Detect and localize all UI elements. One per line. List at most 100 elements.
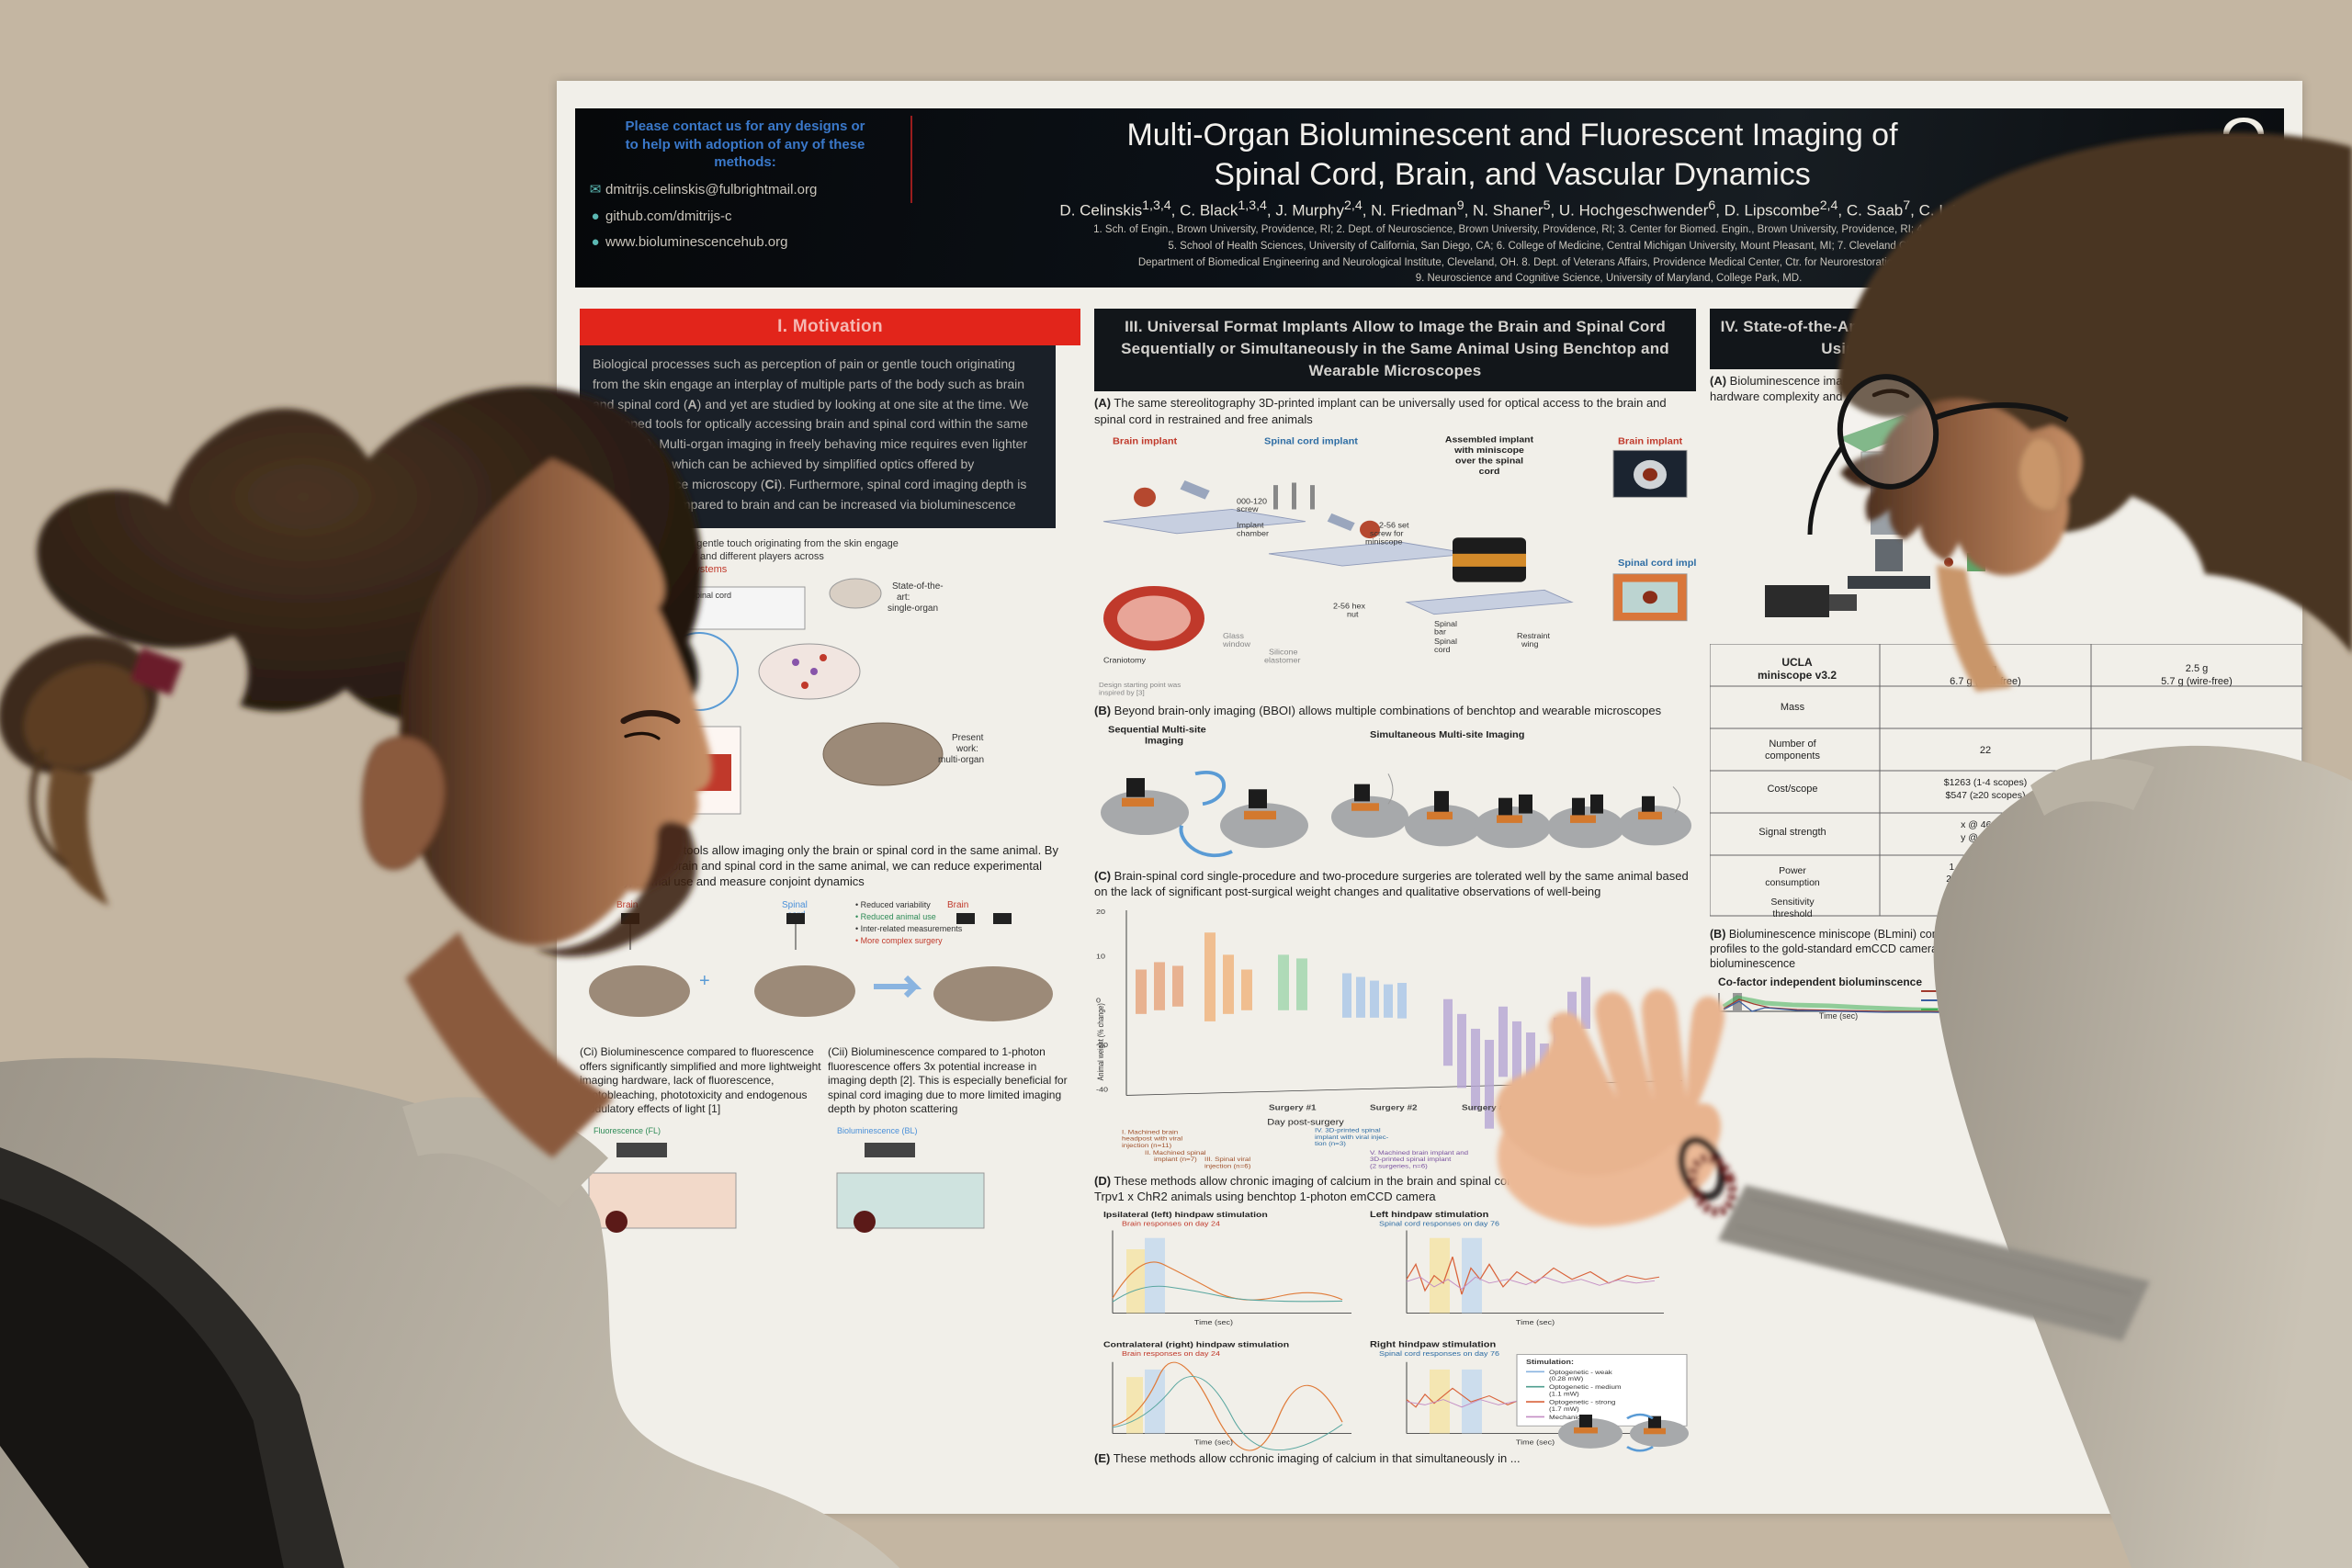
svg-text:bar: bar [1434, 627, 1446, 636]
svg-text:Skin: Skin [594, 730, 610, 739]
svg-text:22: 22 [1980, 745, 1991, 756]
svg-text:Assembled implant: Assembled implant [1445, 435, 1534, 445]
svg-text:chamber: chamber [1237, 529, 1269, 537]
svg-text:6.7 g (wire-free): 6.7 g (wire-free) [1950, 676, 2021, 687]
svg-text:Simultaneous Multi-site Imagin: Simultaneous Multi-site Imaging [1370, 729, 1524, 740]
svg-text:5.7 g (wire-free): 5.7 g (wire-free) [2161, 676, 2233, 687]
svg-text:Spinal cord: Spinal cord [690, 591, 731, 600]
svg-text:20: 20 [1096, 908, 1106, 916]
svg-text:miniscope v3.2: miniscope v3.2 [1758, 669, 1837, 682]
svg-text:x @ 460nm: x @ 460nm [1961, 819, 2010, 830]
svg-text:Sequential Multi-site: Sequential Multi-site [1108, 724, 1206, 735]
svg-text:Animal weight (% change): Animal weight (% change) [1096, 1003, 1105, 1080]
svg-text:neuro-vasculo-immune systems: neuro-vasculo-immune systems [584, 564, 728, 575]
svg-text:• Reduced animal use: • Reduced animal use [855, 912, 936, 921]
svg-text:148 mW (wire-free): 148 mW (wire-free) [2157, 874, 2236, 885]
svg-text:cord: cord [1479, 467, 1500, 476]
svg-text:Brain responses on day 24: Brain responses on day 24 [1122, 1221, 1220, 1228]
svg-text:Co-factor independent biolumin: Co-factor independent bioluminscence [1718, 976, 1922, 988]
svg-text:Brain implant: Brain implant [1113, 437, 1178, 446]
svg-text:Left hindpaw stimulation: Left hindpaw stimulation [1370, 1211, 1488, 1220]
svg-text:Brain responses on day 24: Brain responses on day 24 [1122, 1350, 1220, 1358]
svg-text:+: + [699, 971, 710, 991]
svg-text:B: B [2240, 147, 2246, 157]
svg-text:profiles to the gold-standard: profiles to the gold-standard emCCD came… [1710, 942, 1954, 955]
svg-text:Craniotomy: Craniotomy [1103, 656, 1147, 664]
svg-text:Number of: Number of [1769, 739, 1816, 750]
svg-text:wing: wing [1521, 639, 1539, 648]
svg-text:Fluorescence (FL): Fluorescence (FL) [594, 1126, 661, 1135]
svg-text:over the spinal: over the spinal [1455, 457, 1523, 466]
svg-text:Spinal cord responses on day 7: Spinal cord responses on day 76 [1379, 1221, 1499, 1228]
svg-text:Surgery #2: Surgery #2 [1370, 1104, 1418, 1112]
svg-text:Spinal: Spinal [782, 900, 808, 910]
svg-text:inspired by [3]: inspired by [3] [1099, 689, 1145, 696]
svg-text:1.61 e/um²: 1.61 e/um² [2068, 904, 2115, 915]
svg-text:emCCD: emCCD [1941, 1006, 1968, 1014]
svg-text:Brain: Brain [947, 900, 968, 910]
svg-text:$547 (≥20 scopes): $547 (≥20 scopes) [1946, 790, 2026, 801]
svg-text:~3y @ 530nm: ~3y @ 530nm [2166, 832, 2227, 843]
svg-text:(0.28 mW): (0.28 mW) [1549, 1375, 1583, 1382]
svg-text:• Reduced variability: • Reduced variability [855, 900, 931, 909]
svg-text:(1.1 mW): (1.1 mW) [1549, 1391, 1579, 1398]
svg-text:Brain: Brain [616, 900, 638, 910]
svg-text:miniscope: miniscope [1365, 536, 1403, 545]
svg-text:single-organ: single-organ [888, 604, 938, 614]
svg-text:Sensitivity: Sensitivity [1770, 897, 1815, 908]
svg-text:Time (sec): Time (sec) [1194, 1439, 1233, 1447]
svg-text:elastomer: elastomer [1264, 656, 1301, 664]
svg-text:Power: Power [1779, 865, 1806, 876]
svg-text:window: window [1222, 639, 1251, 648]
svg-text:$526 (1-4 scopes): $526 (1-4 scopes) [2158, 777, 2236, 788]
svg-text:cord: cord [1434, 645, 1451, 653]
svg-text:Imaging: Imaging [1145, 736, 1183, 747]
svg-text:10: 10 [1096, 953, 1106, 960]
svg-text:Design starting point was: Design starting point was [1099, 681, 1181, 688]
svg-text:Signal strength: Signal strength [1758, 827, 1826, 838]
svg-text:injection (n=6): injection (n=6) [1204, 1162, 1250, 1169]
svg-text:work:: work: [956, 744, 978, 754]
svg-text:• Inter-related measurements: • Inter-related measurements [855, 924, 963, 933]
svg-text:threshold: threshold [1772, 908, 1812, 919]
svg-text:UCLA: UCLA [1781, 656, 1813, 669]
svg-text:296 mW (wire-free): 296 mW (wire-free) [1946, 874, 2025, 885]
svg-text:12: 12 [2191, 745, 2202, 756]
svg-text:Time (sec): Time (sec) [1194, 1319, 1233, 1326]
svg-text:Bioluminescence (BL): Bioluminescence (BL) [837, 1126, 918, 1135]
svg-text:Time (sec): Time (sec) [1819, 1011, 1858, 1021]
svg-text:3.2 g: 3.2 g [1974, 663, 1996, 674]
svg-text:Spinal cord implant: Spinal cord implant [1264, 437, 1359, 446]
svg-text:Present: Present [952, 733, 984, 743]
svg-text:consumption: consumption [1765, 877, 1820, 888]
svg-text:Time (sec): Time (sec) [1516, 1319, 1555, 1326]
svg-text:implant (n=7): implant (n=7) [1154, 1156, 1197, 1163]
svg-text:(A) Perception of pain or gent: (A) Perception of pain or gentle touch o… [584, 538, 899, 549]
svg-text:State-of-the-: State-of-the- [892, 581, 944, 592]
svg-text:(2 surgeries, n=6): (2 surgeries, n=6) [1370, 1162, 1428, 1169]
svg-text:~15x @ 460nm: ~15x @ 460nm [2164, 819, 2230, 830]
svg-text:$443 (≥20 scopes): $443 (≥20 scopes) [2157, 790, 2237, 801]
svg-text:multi-organ: multi-organ [938, 755, 984, 765]
svg-text:nut: nut [1347, 610, 1359, 618]
svg-text:components: components [1765, 750, 1820, 761]
svg-text:Ipsilateral (left) hindpaw sti: Ipsilateral (left) hindpaw stimulation [1103, 1211, 1268, 1220]
svg-text:injection (n=11): injection (n=11) [1122, 1142, 1171, 1149]
svg-text:Surgery #1: Surgery #1 [1269, 1104, 1317, 1112]
svg-text:(B) Bioluminescence miniscope: (B) Bioluminescence miniscope (BLmini) c… [1710, 928, 2004, 941]
svg-text:tion (n=3): tion (n=3) [1315, 1140, 1346, 1147]
svg-text:Spinal cord implant: Spinal cord implant [1618, 558, 1696, 568]
svg-text:Cost/scope: Cost/scope [1767, 784, 1817, 795]
svg-text:957 mW (wired): 957 mW (wired) [2165, 863, 2230, 873]
svg-text:multiple parts of the body and: multiple parts of the body and different… [584, 551, 824, 562]
svg-text:screw: screw [1237, 504, 1259, 513]
svg-text:(1.7 mW): (1.7 mW) [1549, 1405, 1579, 1413]
svg-text:Brain implant: Brain implant [1618, 437, 1683, 446]
svg-text:Contralateral (right) hindpaw: Contralateral (right) hindpaw stimulatio… [1103, 1341, 1289, 1350]
svg-text:Surgery #2: Surgery #2 [1544, 1104, 1592, 1112]
svg-text:Mass: Mass [1781, 702, 1805, 713]
svg-text:BLmini: BLmini [1941, 987, 1964, 996]
svg-text:Surgery #1: Surgery #1 [1462, 1104, 1510, 1112]
svg-text:$1263 (1-4 scopes): $1263 (1-4 scopes) [1944, 777, 2027, 788]
svg-text:1,100 mW (wired): 1,100 mW (wired) [1950, 863, 2022, 873]
